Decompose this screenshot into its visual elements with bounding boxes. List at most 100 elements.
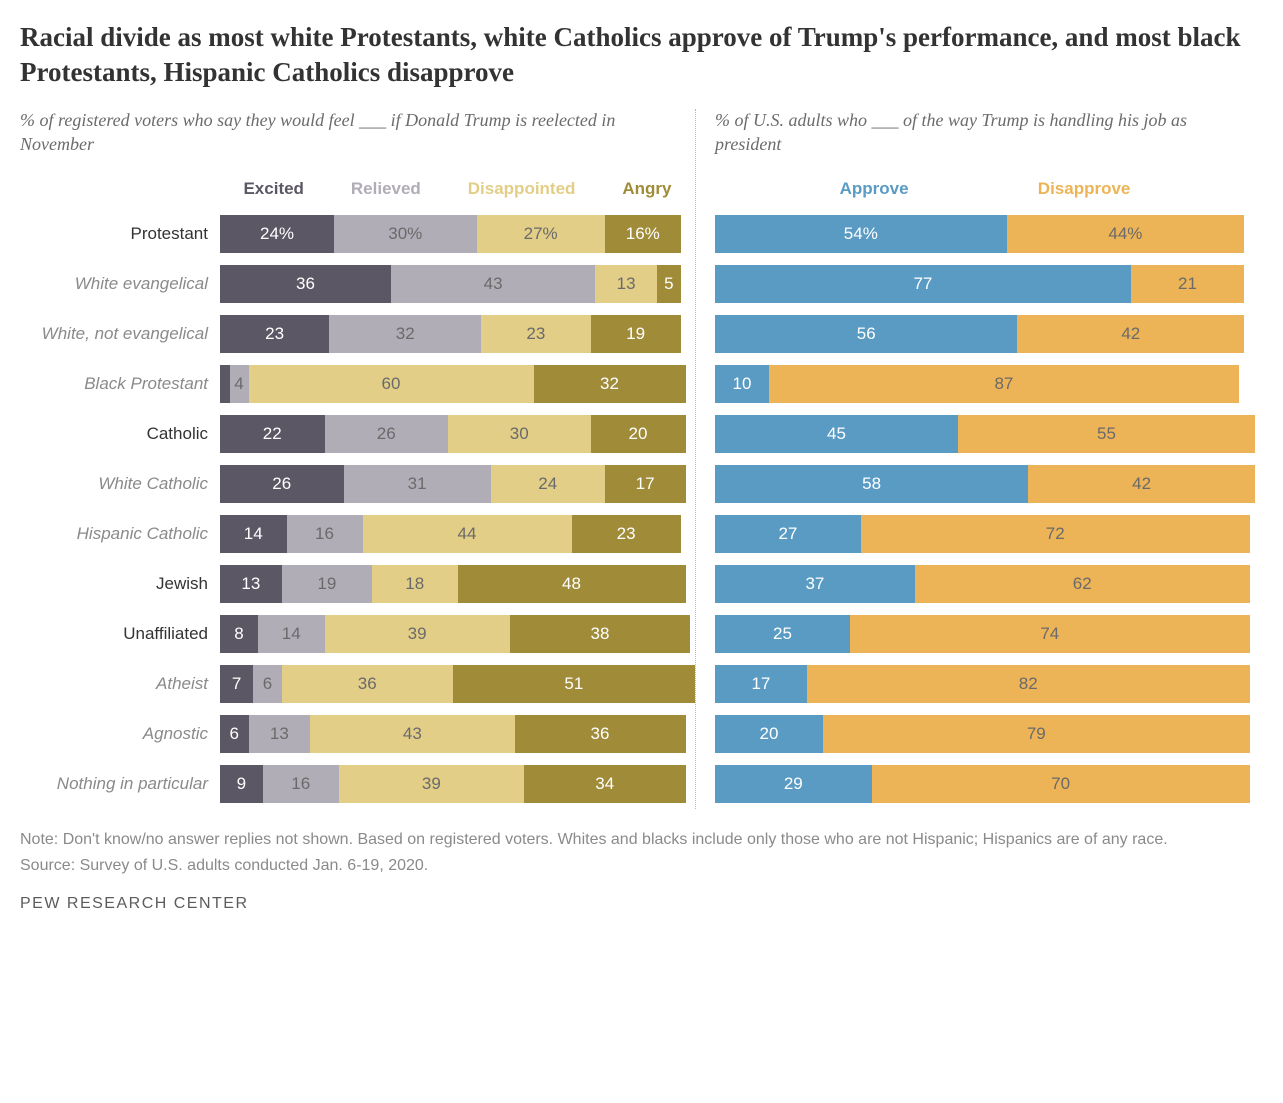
approval-bar: 2772	[715, 515, 1255, 553]
chart-title: Racial divide as most white Protestants,…	[20, 20, 1263, 90]
bar-segment: 38	[510, 615, 691, 653]
bar-segment: 45	[715, 415, 958, 453]
feelings-bar-row: 763651	[220, 659, 695, 709]
bar-segment: 43	[310, 715, 514, 753]
feelings-legend: ExcitedRelievedDisappointedAngry	[220, 169, 695, 209]
bar-segment: 30	[448, 415, 591, 453]
approval-legend: Approve Disapprove	[715, 169, 1255, 209]
bar-segment: 82	[807, 665, 1250, 703]
row-label: Hispanic Catholic	[20, 509, 220, 559]
bar-segment: 4	[230, 365, 249, 403]
feelings-bar: 9163934	[220, 765, 695, 803]
bar-segment: 32	[534, 365, 686, 403]
publisher-footer: PEW RESEARCH CENTER	[20, 895, 1263, 913]
bar-segment: 56	[715, 315, 1017, 353]
feelings-bar-row: 8143938	[220, 609, 695, 659]
bar-segment: 31	[344, 465, 491, 503]
legend-item: Excited	[243, 179, 303, 199]
bar-segment: 39	[325, 615, 510, 653]
legend-item: Angry	[622, 179, 671, 199]
bar-segment: 55	[958, 415, 1255, 453]
legend-item: Approve	[840, 179, 909, 199]
bar-segment: 26	[220, 465, 344, 503]
bar-segment: 25	[715, 615, 850, 653]
approval-bar-row: 5642	[715, 309, 1255, 359]
approval-bar-row: 1087	[715, 359, 1255, 409]
bar-segment	[220, 365, 230, 403]
feelings-bar-row: 23322319	[220, 309, 695, 359]
bar-segment: 24%	[220, 215, 334, 253]
approval-bar: 5842	[715, 465, 1255, 503]
chart-source: Source: Survey of U.S. adults conducted …	[20, 857, 1263, 875]
row-label: Nothing in particular	[20, 759, 220, 809]
bar-segment: 19	[591, 315, 681, 353]
approval-bar-row: 2574	[715, 609, 1255, 659]
bar-segment: 36	[282, 665, 453, 703]
feelings-bar: 8143938	[220, 615, 695, 653]
approval-bar-row: 5842	[715, 459, 1255, 509]
subtitle-left: % of registered voters who say they woul…	[20, 108, 695, 157]
feelings-bar: 14164423	[220, 515, 695, 553]
bar-segment: 26	[325, 415, 449, 453]
legend-item: Disappointed	[468, 179, 576, 199]
bar-segment: 5	[657, 265, 681, 303]
bar-segment: 27%	[477, 215, 605, 253]
bar-segment: 20	[715, 715, 823, 753]
bar-segment: 21	[1131, 265, 1244, 303]
row-label: White, not evangelical	[20, 309, 220, 359]
feelings-bar: 3643135	[220, 265, 695, 303]
feelings-bar: 23322319	[220, 315, 695, 353]
approval-bar-row: 7721	[715, 259, 1255, 309]
approval-bar: 7721	[715, 265, 1255, 303]
feelings-bar: 22263020	[220, 415, 695, 453]
bar-segment: 32	[329, 315, 481, 353]
bar-segment: 51	[453, 665, 695, 703]
bar-segment: 36	[515, 715, 686, 753]
bar-segment: 60	[249, 365, 534, 403]
bar-segment: 23	[481, 315, 590, 353]
row-label: Catholic	[20, 409, 220, 459]
bar-segment: 20	[591, 415, 686, 453]
approval-bar: 1087	[715, 365, 1255, 403]
approval-bar: 1782	[715, 665, 1255, 703]
row-label: Jewish	[20, 559, 220, 609]
approval-bar: 4555	[715, 415, 1255, 453]
bar-segment: 44	[363, 515, 572, 553]
bar-segment: 10	[715, 365, 769, 403]
bar-segment: 6	[220, 715, 249, 753]
approval-bar-row: 4555	[715, 409, 1255, 459]
bar-segment: 14	[220, 515, 287, 553]
bar-segment: 24	[491, 465, 605, 503]
bar-segment: 77	[715, 265, 1131, 303]
bar-segment: 7	[220, 665, 253, 703]
bar-segment: 29	[715, 765, 872, 803]
row-label: Agnostic	[20, 709, 220, 759]
feelings-bar: 26312417	[220, 465, 695, 503]
bar-segment: 22	[220, 415, 325, 453]
feelings-bar-row: 46032	[220, 359, 695, 409]
bar-segment: 54%	[715, 215, 1007, 253]
approval-bar-row: 54%44%	[715, 209, 1255, 259]
approval-bar-row: 2970	[715, 759, 1255, 809]
bar-segment: 30%	[334, 215, 477, 253]
approval-bar-row: 2772	[715, 509, 1255, 559]
row-label: White evangelical	[20, 259, 220, 309]
feelings-bar-row: 22263020	[220, 409, 695, 459]
subtitle-right: % of U.S. adults who ___ of the way Trum…	[695, 108, 1255, 157]
approval-bar: 2970	[715, 765, 1255, 803]
approval-bar-row: 2079	[715, 709, 1255, 759]
legend-item: Disapprove	[1038, 179, 1131, 199]
approval-chart: ApproveDisapprove 54%44%7721564210874555…	[695, 169, 1255, 809]
bar-segment: 18	[372, 565, 458, 603]
bar-segment: 42	[1028, 465, 1255, 503]
approval-bar-row: 1782	[715, 659, 1255, 709]
bar-segment: 13	[220, 565, 282, 603]
feelings-bar: 46032	[220, 365, 695, 403]
bar-segment: 34	[524, 765, 686, 803]
bar-segment: 23	[220, 315, 329, 353]
bar-segment: 39	[339, 765, 524, 803]
feelings-bar-row: 13191848	[220, 559, 695, 609]
chart-note: Note: Don't know/no answer replies not s…	[20, 829, 1263, 851]
bar-segment: 6	[253, 665, 282, 703]
bar-segment: 17	[605, 465, 686, 503]
